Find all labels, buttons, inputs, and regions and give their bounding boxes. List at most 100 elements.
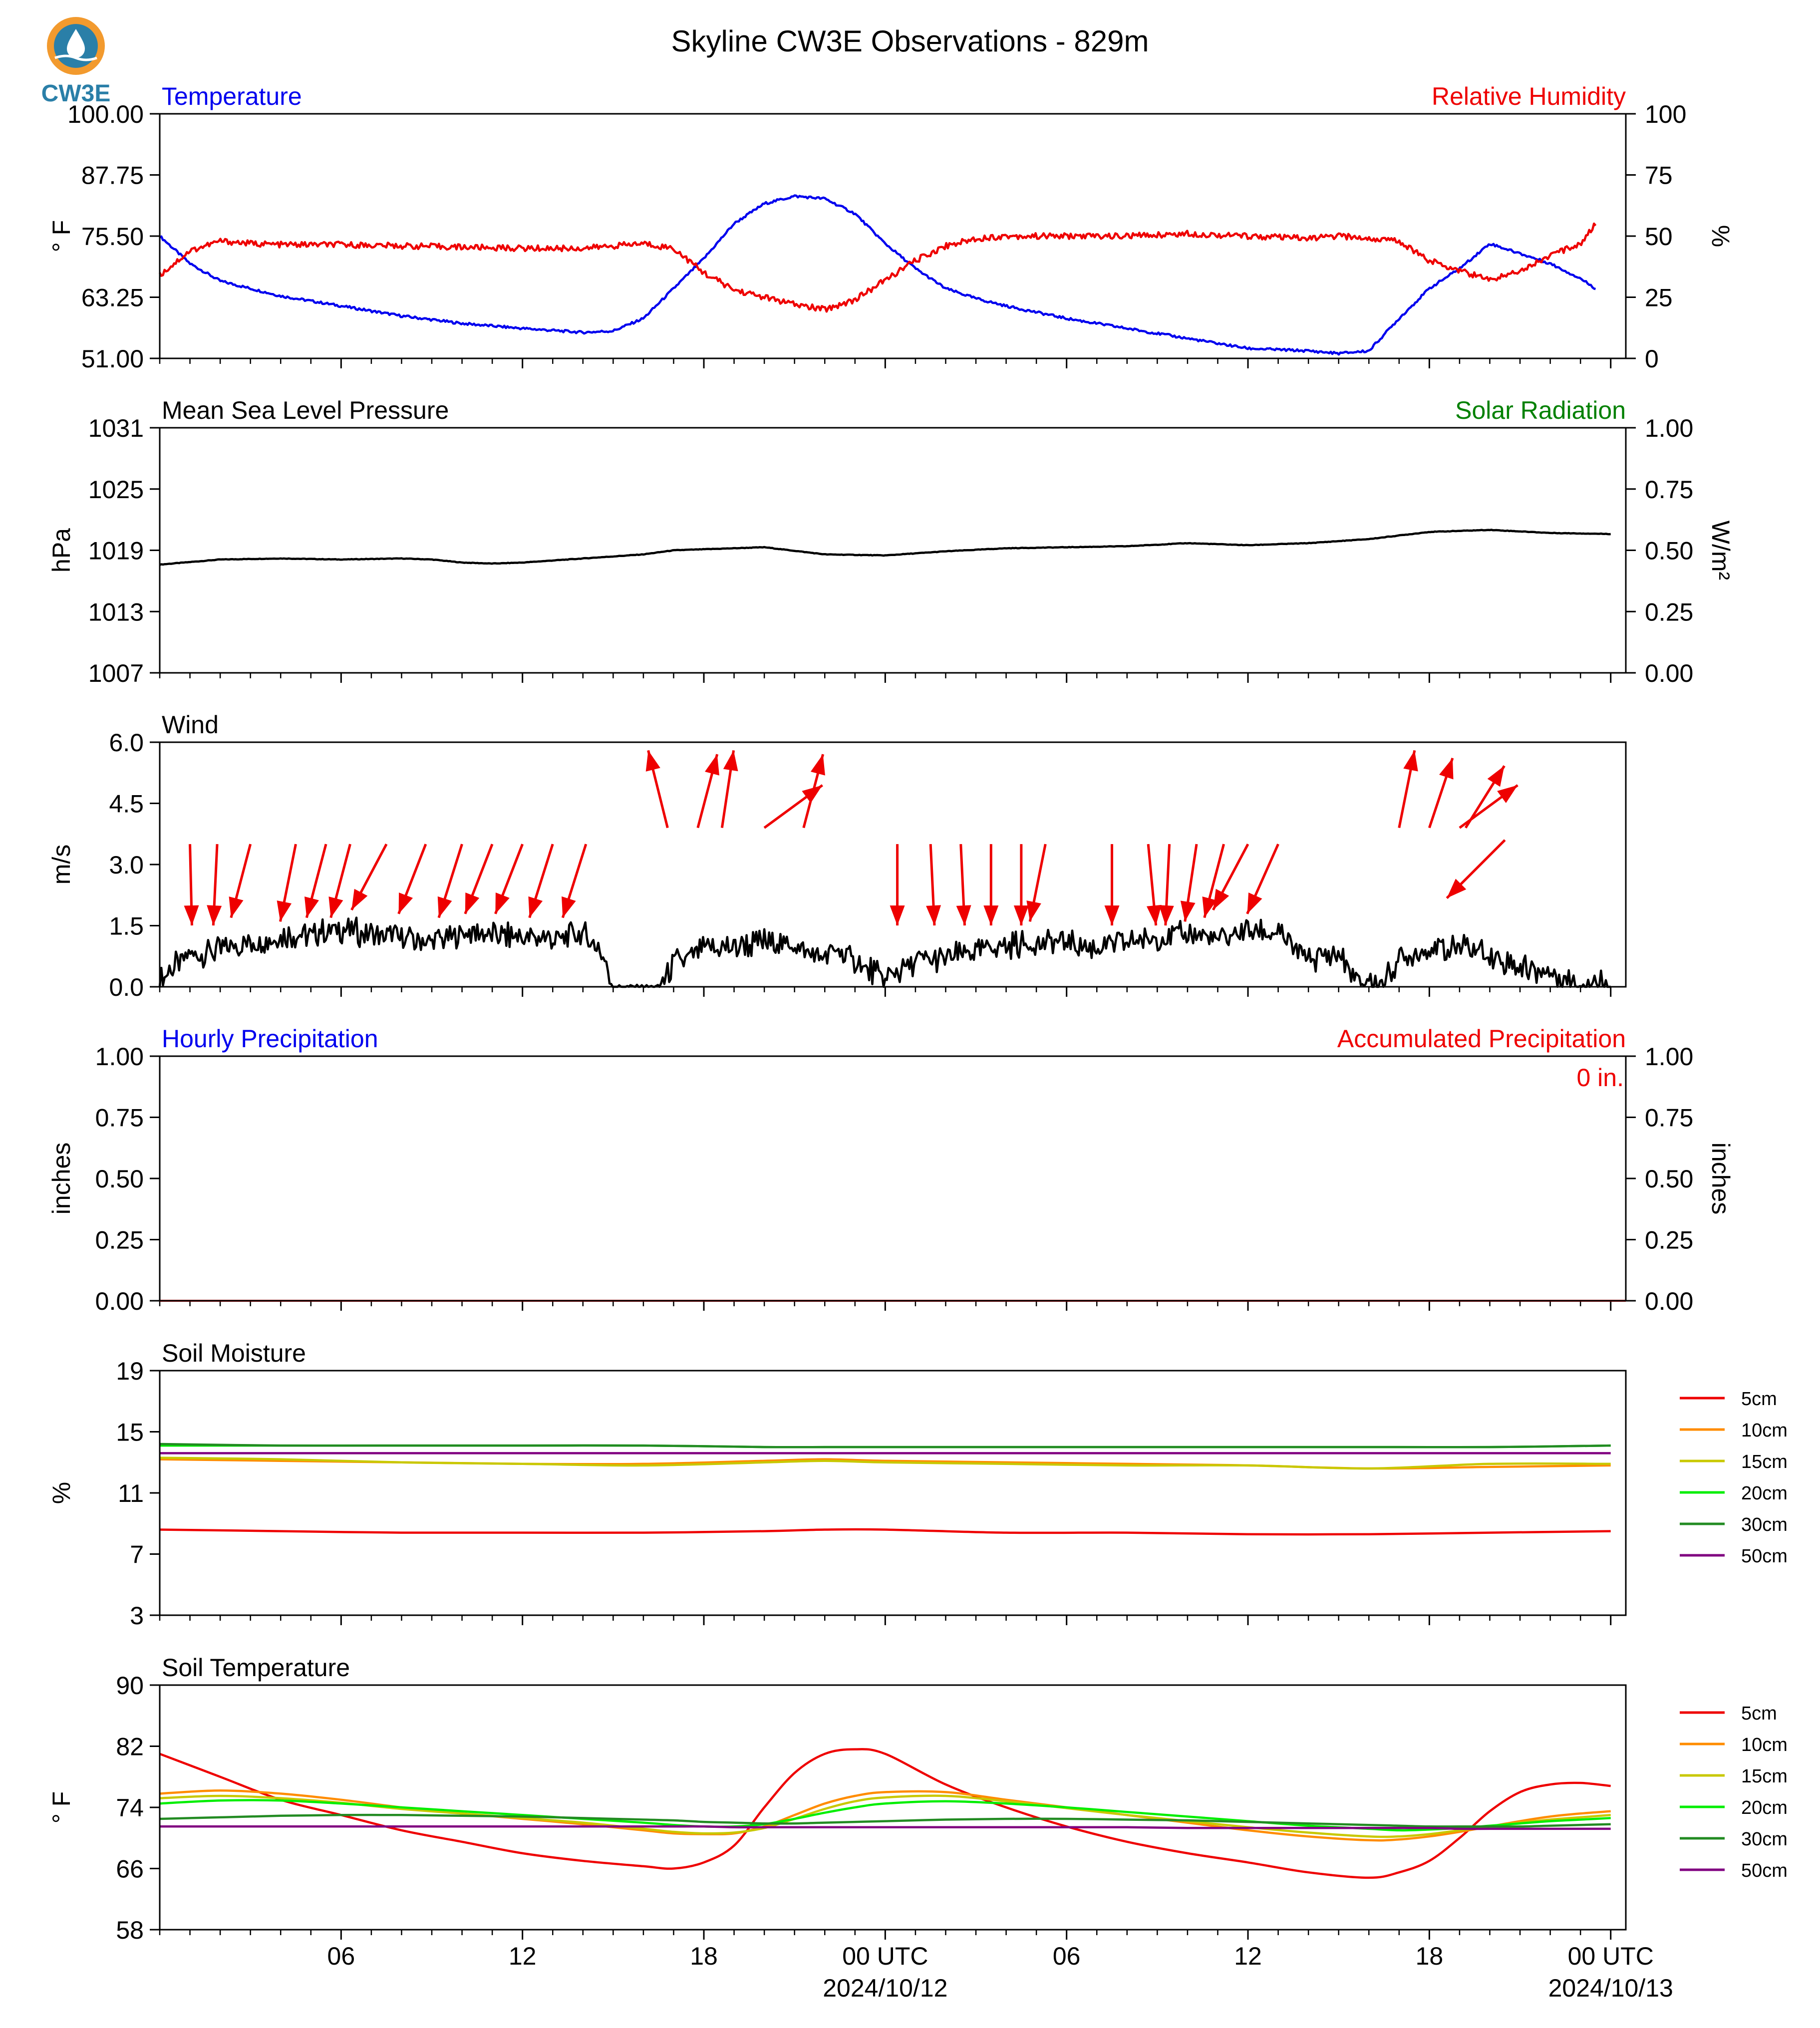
wind-arrow — [304, 844, 327, 918]
series-20cm — [159, 1799, 1611, 1832]
wind-arrow-head — [528, 896, 543, 918]
precip-total-label: 0 in. — [1576, 1064, 1624, 1092]
panel-title-right: Accumulated Precipitation — [1337, 1025, 1626, 1053]
series-30cm — [159, 1813, 1611, 1828]
wind-arrow-head — [1202, 896, 1217, 918]
legend-label: 30cm — [1741, 1829, 1788, 1850]
wind-arrow — [1246, 844, 1279, 914]
wind-arrow — [1146, 844, 1162, 926]
y-tick-label: 1031 — [88, 414, 144, 442]
y-tick-label-right: 75 — [1645, 162, 1673, 190]
wind-arrow-head — [890, 905, 905, 926]
wind-arrow — [561, 844, 588, 918]
wind-arrow-head — [495, 892, 510, 914]
wind-arrow-head — [1180, 900, 1196, 922]
wind-arrow-head — [1104, 905, 1120, 926]
wind-arrow — [350, 843, 388, 911]
x-tick-label: 12 — [1234, 1942, 1262, 1970]
x-date-label: 2024/10/12 — [823, 1974, 947, 2002]
time-axis: 06 12 18 00 UTC 06 12 18 00 UTC 2024/10/12 2024/1… — [327, 1942, 1673, 2002]
cw3e-logo-icon — [47, 17, 105, 75]
y-tick-label-right: 1.00 — [1645, 1043, 1693, 1071]
wind-arrow-head — [1447, 878, 1467, 898]
legend-label: 50cm — [1741, 1546, 1788, 1567]
wind-arrow-head — [398, 892, 413, 914]
panel-title-left: Soil Moisture — [162, 1339, 306, 1367]
panel-title-right: Solar Radiation — [1455, 396, 1626, 424]
panel-temp_rh: Temperature Relative Humidity 51.00 63.25 75… — [47, 82, 1735, 373]
wind-arrow — [464, 844, 494, 914]
wind-arrow — [720, 750, 738, 828]
series-temperature — [159, 194, 1596, 356]
y-tick-label: 58 — [116, 1916, 144, 1944]
y-axis-label: hPa — [47, 528, 75, 573]
wind-arrow-head — [1403, 750, 1418, 772]
wind-arrow — [229, 844, 252, 918]
y-tick-label: 1.5 — [109, 912, 144, 940]
wind-arrow — [890, 844, 905, 926]
wind-arrow-head — [1439, 758, 1454, 780]
legend-label: 10cm — [1741, 1420, 1788, 1441]
y-tick-label: 0.75 — [95, 1104, 144, 1132]
panel-pressure: Mean Sea Level Pressure Solar Radiation 10… — [47, 396, 1735, 687]
series-50cm — [160, 1825, 1611, 1830]
series-relative-humidity — [158, 222, 1597, 313]
y-tick-label: 100.00 — [67, 100, 144, 128]
panel-title-left: Hourly Precipitation — [162, 1025, 378, 1053]
wind-arrow — [328, 844, 351, 918]
x-tick-label: 00 UTC — [842, 1942, 928, 1970]
wind-arrow — [1459, 784, 1518, 829]
y-tick-label: 1025 — [88, 476, 144, 504]
x-tick-label: 18 — [690, 1942, 718, 1970]
y-tick-label-right: 0.50 — [1645, 1165, 1693, 1193]
y-tick-label: 1007 — [88, 659, 144, 687]
series-15cm — [159, 1456, 1611, 1470]
wind-arrow — [956, 844, 971, 926]
y-tick-label: 75.50 — [81, 223, 144, 251]
wind-arrow-head — [1146, 904, 1162, 926]
wind-arrow — [1104, 844, 1120, 926]
y-tick-label: 3.0 — [109, 851, 144, 879]
wind-arrow-head — [956, 905, 971, 926]
wind-arrow — [397, 844, 427, 914]
y-tick-label: 7 — [130, 1541, 144, 1569]
legend: 5cm 10cm 15cm 20cm 30cm 50cm — [1680, 1389, 1788, 1567]
y-tick-label: 82 — [116, 1733, 144, 1761]
wind-arrow — [1398, 750, 1418, 828]
x-tick-label: 00 UTC — [1568, 1942, 1654, 1970]
legend-label: 20cm — [1741, 1797, 1788, 1818]
panel-precip: Hourly Precipitation Accumulated Precipit… — [47, 1025, 1735, 1315]
y-tick-label: 63.25 — [81, 284, 144, 312]
y-axis-label-right: W/m² — [1707, 521, 1735, 580]
wind-arrow-head — [1213, 888, 1229, 910]
y-axis-label: ° F — [47, 220, 75, 252]
wind-arrow-head — [465, 892, 480, 914]
wind-arrow — [277, 844, 297, 922]
y-tick-label: 11 — [118, 1479, 144, 1507]
wind-arrow — [494, 844, 524, 914]
wind-arrow — [1159, 844, 1174, 926]
plot-frame — [159, 1055, 1627, 1302]
y-tick-label-right: 25 — [1645, 284, 1673, 312]
wind-arrow — [1026, 844, 1047, 922]
panel-title-left: Wind — [162, 711, 219, 739]
wind-arrow — [1180, 844, 1198, 922]
y-tick-label-right: 0.25 — [1645, 598, 1693, 626]
y-tick-label: 0.00 — [95, 1287, 144, 1315]
wind-arrow-head — [1487, 766, 1505, 787]
y-tick-label: 1013 — [88, 598, 144, 626]
y-tick-label-right: 0.25 — [1645, 1226, 1693, 1254]
panel-title-left: Mean Sea Level Pressure — [162, 396, 449, 424]
wind-arrow — [528, 844, 554, 918]
wind-arrow-head — [705, 754, 720, 776]
wind-arrow — [802, 754, 825, 829]
wind-arrow-head — [304, 896, 319, 918]
series-30cm — [159, 1443, 1611, 1449]
legend-label: 15cm — [1741, 1766, 1788, 1787]
wind-arrow — [1212, 843, 1249, 911]
y-tick-label: 15 — [116, 1419, 144, 1447]
y-tick-label-right: 0.50 — [1645, 537, 1693, 565]
legend-label: 15cm — [1741, 1451, 1788, 1472]
wind-arrow-head — [184, 905, 199, 926]
wind-arrow — [926, 844, 941, 926]
